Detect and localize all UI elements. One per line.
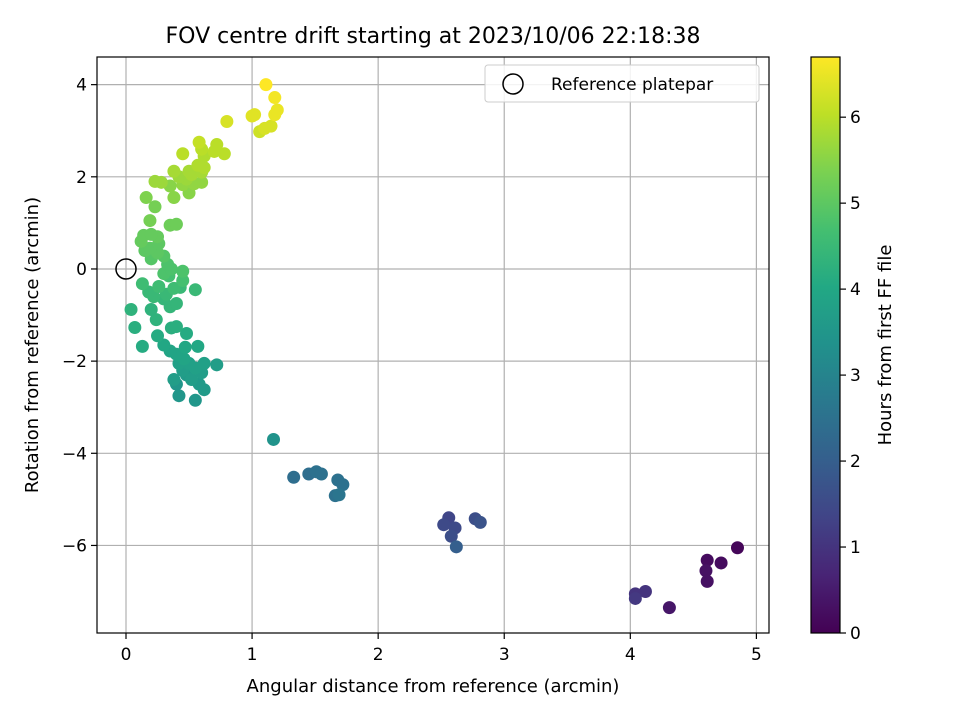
chart-title: FOV centre drift starting at 2023/10/06 … [166, 24, 701, 49]
data-point [267, 432, 281, 446]
legend: Reference platepar [484, 64, 760, 103]
legend-label: Reference platepar [551, 75, 713, 95]
data-points [124, 78, 744, 615]
plot-frame [96, 56, 770, 634]
data-point [336, 478, 350, 492]
data-point [449, 540, 463, 554]
data-point [176, 273, 190, 287]
y-tick-label: −4 [62, 444, 87, 464]
data-point [700, 574, 714, 588]
x-tick-label: 1 [247, 645, 258, 665]
data-point [437, 518, 451, 532]
data-point [169, 297, 183, 311]
data-point [699, 564, 713, 578]
data-point [730, 541, 744, 555]
y-axis-ticks: −6 −4 −2 0 2 4 [62, 76, 97, 556]
data-point [264, 119, 278, 133]
data-point [178, 340, 192, 354]
y-tick-label: 0 [76, 260, 87, 280]
legend-box [484, 64, 760, 103]
data-point [144, 303, 158, 317]
data-point [259, 78, 273, 92]
y-tick-label: −6 [62, 536, 87, 556]
data-point [167, 373, 181, 387]
data-point [270, 103, 284, 117]
data-point [188, 283, 202, 297]
x-tick-label: 4 [625, 645, 636, 665]
data-point [314, 467, 328, 481]
data-point [473, 515, 487, 529]
colorbar: 0 1 2 3 4 5 6 Hours from first FF file [810, 56, 896, 644]
data-point [638, 585, 652, 599]
data-point [149, 313, 163, 327]
data-point [169, 320, 183, 334]
grid-lines [97, 57, 769, 633]
colorbar-label: Hours from first FF file [875, 245, 896, 446]
data-point [268, 91, 282, 105]
x-tick-label: 0 [121, 645, 132, 665]
y-tick-label: 4 [76, 76, 87, 96]
colorbar-tick-label: 3 [850, 366, 861, 386]
data-point [152, 279, 166, 293]
data-point [169, 217, 183, 231]
data-point [167, 191, 181, 205]
data-point [185, 373, 199, 387]
data-point [180, 326, 194, 340]
data-point [700, 553, 714, 567]
data-point [191, 158, 205, 172]
x-axis-ticks: 0 1 2 3 4 5 [121, 633, 762, 665]
data-point [151, 329, 165, 343]
data-point [444, 529, 458, 543]
data-point [195, 175, 209, 189]
x-tick-label: 2 [373, 645, 384, 665]
data-point [714, 556, 728, 570]
data-point [628, 591, 642, 605]
colorbar-tick-label: 2 [850, 452, 861, 472]
y-tick-label: 2 [76, 168, 87, 188]
colorbar-gradient [810, 56, 841, 634]
data-point [124, 303, 138, 317]
x-tick-label: 5 [751, 645, 762, 665]
data-point [148, 200, 162, 214]
data-point [176, 147, 190, 161]
data-point [143, 214, 157, 228]
data-point [210, 138, 224, 152]
data-point [217, 147, 231, 161]
data-point [167, 164, 181, 178]
data-point [192, 135, 206, 149]
data-point [210, 358, 224, 372]
colorbar-ticks: 0 1 2 3 4 5 6 [840, 108, 861, 644]
data-point [144, 227, 158, 241]
data-point [135, 277, 149, 291]
legend-marker [502, 73, 524, 95]
colorbar-tick-label: 4 [850, 280, 861, 300]
y-tick-label: −2 [62, 352, 87, 372]
data-point [139, 191, 153, 205]
data-point [332, 488, 346, 502]
y-axis-label: Rotation from reference (arcmin) [22, 197, 43, 493]
data-point [188, 393, 202, 407]
data-point [220, 115, 234, 129]
data-point [135, 339, 149, 353]
x-tick-label: 3 [499, 645, 510, 665]
data-point [287, 470, 301, 484]
data-point [167, 281, 181, 295]
data-point [176, 264, 190, 278]
data-point [248, 108, 262, 122]
data-point [157, 338, 171, 352]
colorbar-tick-label: 5 [850, 194, 861, 214]
colorbar-tick-label: 6 [850, 108, 861, 128]
data-point [662, 601, 676, 615]
data-point [148, 174, 162, 188]
colorbar-tick-label: 0 [850, 624, 861, 644]
data-point [172, 389, 186, 403]
colorbar-tick-label: 1 [850, 538, 861, 558]
data-point [191, 339, 205, 353]
reference-platepar-marker [115, 258, 137, 280]
x-axis-label: Angular distance from reference (arcmin) [247, 676, 620, 697]
data-point [128, 320, 142, 334]
